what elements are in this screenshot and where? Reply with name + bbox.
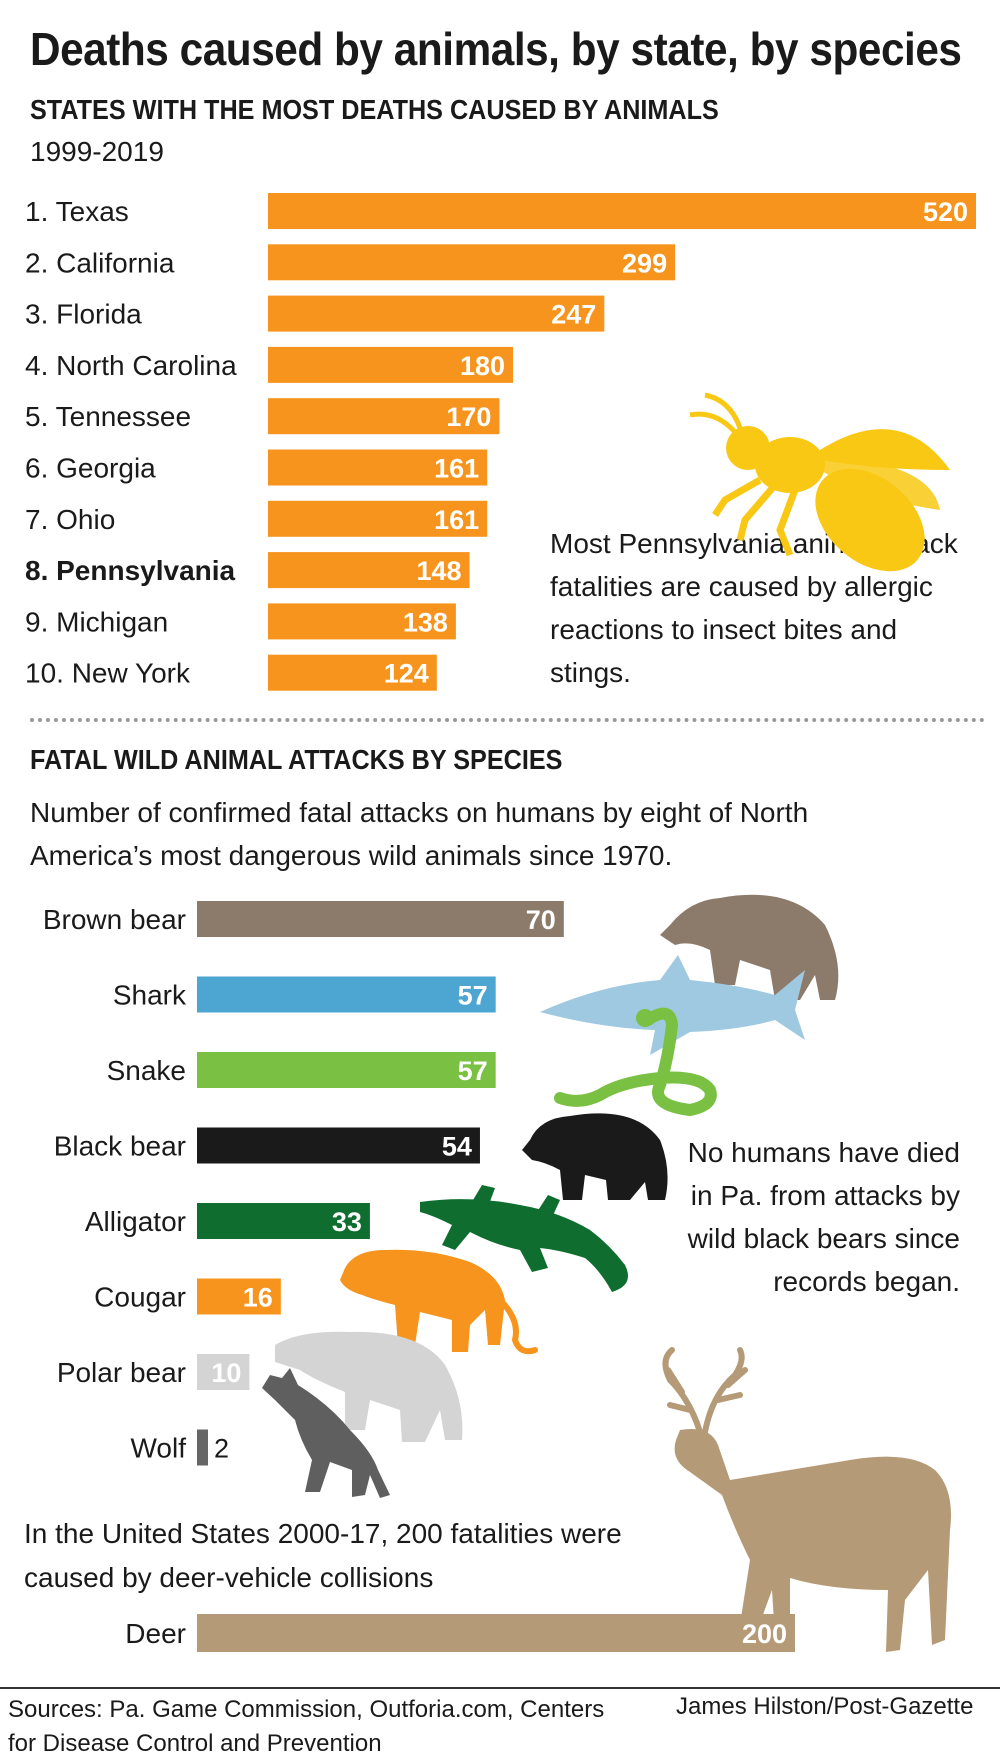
species-value-label: 54 <box>442 1132 472 1162</box>
species-bar <box>197 1052 496 1088</box>
state-bar <box>268 244 676 281</box>
state-bar <box>268 449 488 486</box>
species-label: Shark <box>113 980 187 1011</box>
polar-bear-icon <box>275 1331 463 1442</box>
species-value-label: 33 <box>332 1207 362 1237</box>
species-value-label: 57 <box>458 1056 488 1086</box>
page-title: Deaths caused by animals, by state, by s… <box>30 23 962 75</box>
species-value-label: 2 <box>214 1434 229 1464</box>
state-value-label: 299 <box>622 248 667 278</box>
species-bar <box>197 976 496 1013</box>
state-value-label: 170 <box>446 402 491 432</box>
state-label: 5. Tennessee <box>25 401 191 432</box>
state-value-label: 161 <box>434 505 479 535</box>
shark-icon <box>540 955 805 1055</box>
state-label: 1. Texas <box>25 196 129 227</box>
species-label: Snake <box>107 1055 186 1086</box>
species-bar <box>197 1127 480 1164</box>
deer-label: Deer <box>125 1618 186 1649</box>
snake-icon <box>554 1007 717 1117</box>
species-label: Alligator <box>85 1206 186 1237</box>
cougar-icon <box>340 1249 538 1355</box>
species-bar <box>197 901 564 937</box>
species-label: Polar bear <box>57 1357 186 1388</box>
section-subtitle-years: 1999-2019 <box>30 136 164 167</box>
state-bar <box>268 654 437 691</box>
credit-text: James Hilston/Post-Gazette <box>676 1693 974 1720</box>
deer-note: In the United States 2000-17, 200 fatali… <box>24 1518 622 1593</box>
state-bar <box>268 398 500 435</box>
states-chart: 1. Texas 520 2. California 299 3. Florida 247… <box>25 193 976 691</box>
state-bar <box>268 603 456 640</box>
state-value-label: 161 <box>434 454 479 484</box>
state-value-label: 180 <box>460 351 505 381</box>
state-bar <box>268 500 488 537</box>
section-description-species: Number of confirmed fatal attacks on hum… <box>30 797 809 871</box>
species-value-label: 16 <box>243 1283 273 1313</box>
deer-chart: Deer 200 <box>125 1614 795 1652</box>
black-bear-note: No humans have died in Pa. from attacks … <box>687 1137 960 1297</box>
black-bear-icon <box>522 1113 668 1200</box>
state-label: 9. Michigan <box>25 606 168 637</box>
state-label: 4. North Carolina <box>25 350 237 381</box>
state-label: 2. California <box>25 247 175 278</box>
state-value-label: 124 <box>384 659 429 689</box>
sources-text: Sources: Pa. Game Commission, Outforia.c… <box>8 1696 605 1757</box>
bee-icon <box>689 392 950 572</box>
deer-icon <box>662 1347 951 1652</box>
species-bar <box>197 1429 208 1466</box>
state-bar <box>268 346 514 383</box>
species-bar <box>197 1354 250 1390</box>
section-divider <box>30 718 985 722</box>
wolf-icon <box>262 1368 390 1498</box>
species-value-label: 10 <box>211 1358 241 1388</box>
species-label: Cougar <box>94 1282 186 1313</box>
state-value-label: 138 <box>403 607 448 637</box>
state-value-label: 247 <box>551 300 596 330</box>
state-value-label: 148 <box>416 556 461 586</box>
species-chart: Brown bear 70 Shark 57 Snake 57 Black bear 54 Al… <box>43 901 564 1466</box>
species-bar <box>197 1203 370 1239</box>
state-label: 3. Florida <box>25 299 142 330</box>
state-value-label: 520 <box>923 197 968 227</box>
deer-value-label: 200 <box>742 1619 787 1649</box>
species-value-label: 57 <box>458 981 488 1011</box>
state-label: 7. Ohio <box>25 504 115 535</box>
species-label: Brown bear <box>43 904 186 935</box>
alligator-icon <box>420 1185 629 1292</box>
species-value-label: 70 <box>526 905 556 935</box>
state-label: 6. Georgia <box>25 453 156 484</box>
section-title-states: STATES WITH THE MOST DEATHS CAUSED BY AN… <box>30 94 719 125</box>
deer-bar <box>197 1614 795 1652</box>
state-label: 8. Pennsylvania <box>25 555 236 586</box>
species-label: Black bear <box>54 1131 186 1162</box>
brown-bear-icon <box>660 894 839 1000</box>
state-label: 10. New York <box>25 658 191 689</box>
footer-rule <box>0 1687 1000 1689</box>
species-bar <box>197 1278 281 1315</box>
state-bar <box>268 295 605 332</box>
state-bar <box>268 193 976 229</box>
section-title-species: FATAL WILD ANIMAL ATTACKS BY SPECIES <box>30 744 563 775</box>
species-label: Wolf <box>131 1433 187 1464</box>
state-bar <box>268 552 470 589</box>
